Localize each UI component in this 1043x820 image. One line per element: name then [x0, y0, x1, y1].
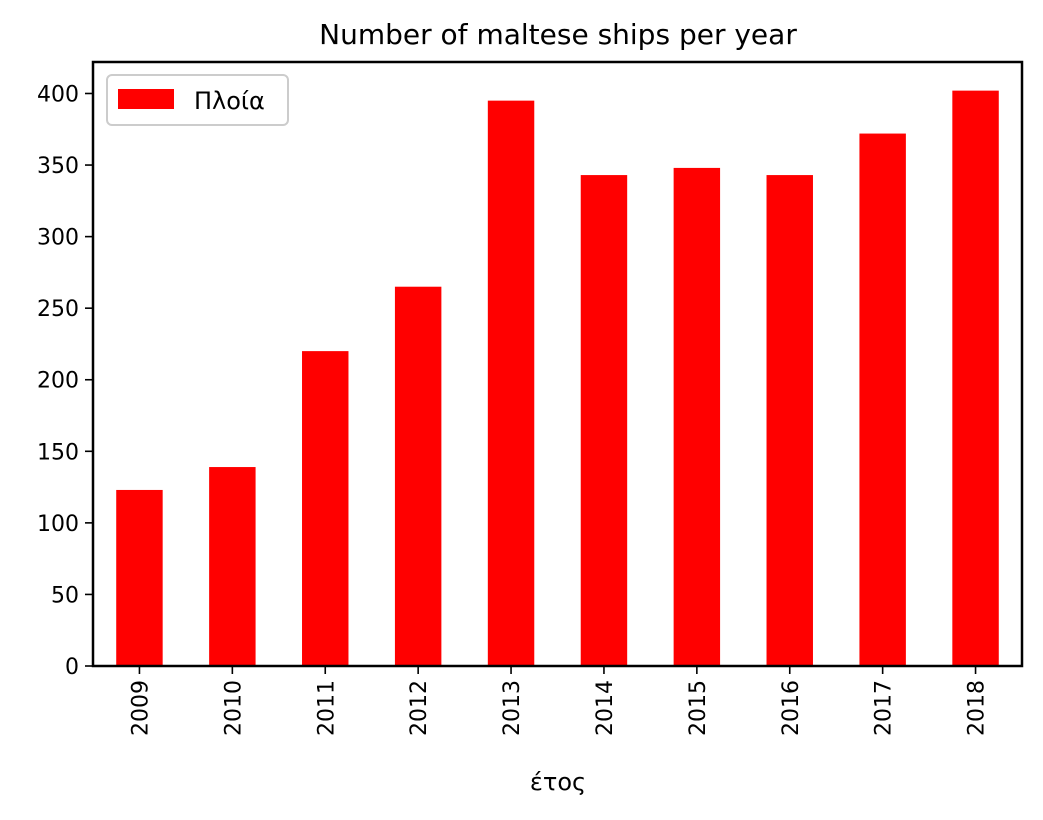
bar-2016 — [766, 175, 813, 666]
y-tick-label: 150 — [37, 440, 79, 465]
legend-swatch — [118, 89, 174, 109]
x-tick-label: 2017 — [872, 680, 897, 736]
axes-frame — [91, 60, 1024, 668]
bar-2010 — [209, 467, 256, 666]
x-tick-label: 2012 — [407, 680, 432, 736]
x-tick-label: 2011 — [314, 680, 339, 736]
x-tick-label: 2009 — [128, 680, 153, 736]
chart-title: Number of maltese ships per year — [319, 18, 797, 51]
x-tick-label: 2016 — [779, 680, 804, 736]
bar-2015 — [673, 167, 721, 666]
bar-2017 — [859, 133, 906, 666]
y-tick-label: 100 — [37, 512, 79, 537]
y-tick-label: 300 — [37, 226, 79, 251]
bar-2014 — [580, 175, 628, 666]
bar-2009 — [116, 489, 163, 666]
y-tick-label: 350 — [37, 154, 79, 179]
bar-2012 — [394, 286, 442, 666]
y-tick-label: 0 — [65, 655, 79, 680]
x-tick-label: 2010 — [221, 680, 246, 736]
y-tick-label: 250 — [37, 297, 79, 322]
legend-box — [106, 74, 289, 126]
legend: Πλοία — [106, 74, 289, 126]
y-axis: 0 50 100 150 200 250 300 350 400 — [37, 82, 93, 680]
y-tick-label: 200 — [37, 369, 79, 394]
x-tick-label: 2015 — [686, 680, 711, 736]
x-tick-label: 2018 — [965, 680, 990, 736]
x-tick-label: 2013 — [500, 680, 525, 736]
bar-2011 — [302, 351, 349, 666]
legend-label: Πλοία — [194, 87, 265, 115]
x-axis-label: έτος — [530, 768, 586, 796]
y-tick-label: 400 — [37, 82, 79, 107]
bar-2018 — [952, 90, 999, 666]
x-axis: 2009 2010 2011 2012 2013 2014 2015 2016 2017 2018 — [128, 666, 990, 736]
bar-2013 — [487, 100, 535, 666]
bars-layer — [116, 90, 999, 666]
y-tick-label: 50 — [51, 583, 79, 608]
x-tick-label: 2014 — [593, 680, 618, 736]
